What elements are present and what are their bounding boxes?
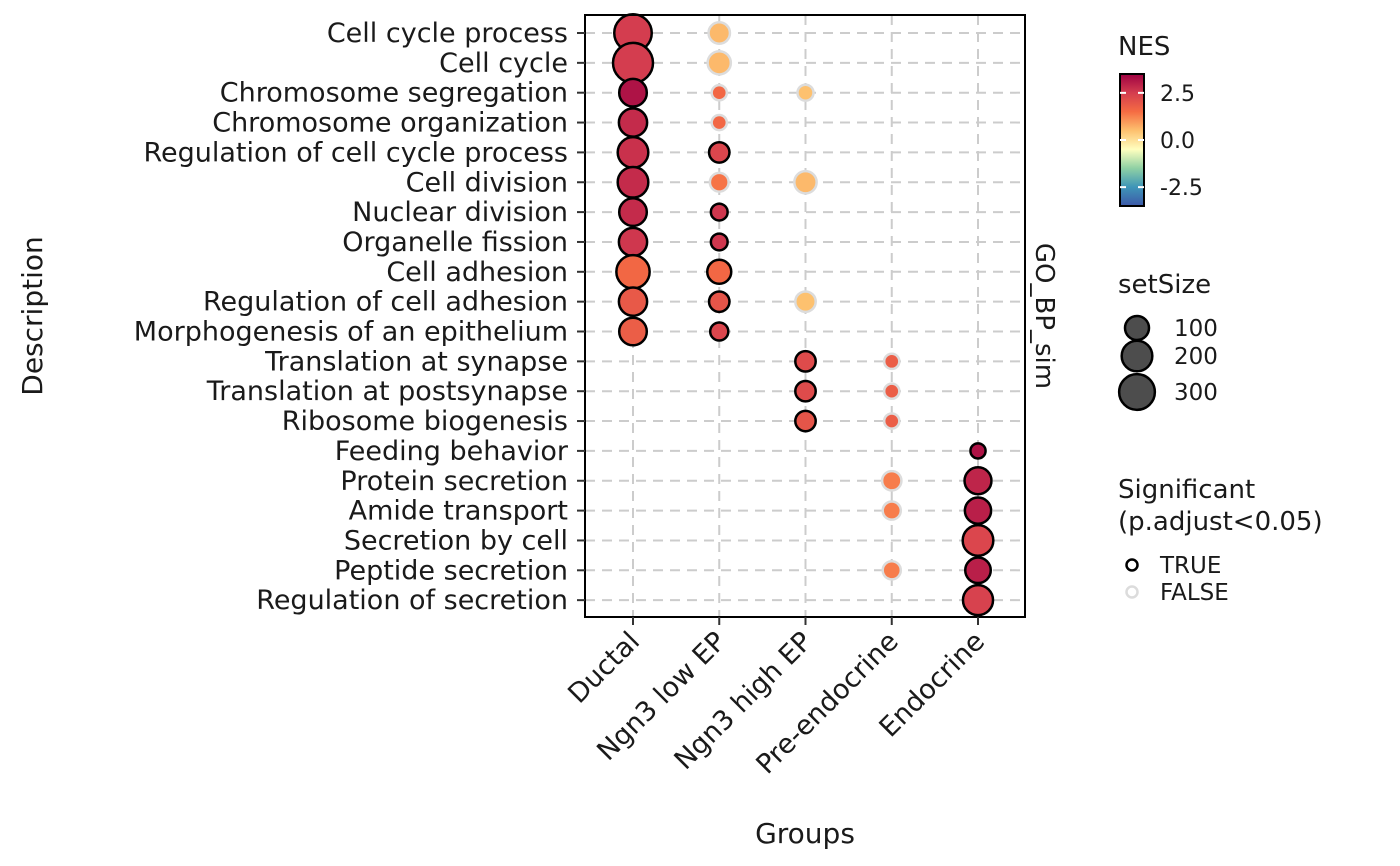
colorbar-tick-label: 2.5	[1160, 82, 1195, 107]
y-axis-title: Description	[16, 236, 49, 395]
y-tick-label: Amide transport	[349, 496, 568, 527]
y-tick-label: Cell cycle	[439, 48, 568, 79]
y-tick-label: Regulation of cell cycle process	[143, 137, 568, 168]
grid-lines	[585, 15, 1025, 617]
legend-significant-title-line2: (p.adjust<0.05)	[1118, 507, 1323, 537]
legend-significant-label: TRUE	[1159, 553, 1221, 579]
y-tick-label: Chromosome segregation	[220, 78, 568, 109]
data-point	[617, 77, 649, 108]
legend-nes-ticks: 2.5 0.0 -2.5	[1120, 82, 1203, 201]
data-point	[796, 83, 815, 102]
data-point	[882, 382, 901, 401]
data-point	[963, 496, 993, 525]
legend-size-circle	[1120, 339, 1154, 373]
data-point	[707, 21, 732, 45]
y-tick-label: Ribosome biogenesis	[282, 406, 568, 437]
data-point	[617, 226, 649, 258]
y-tick-label: Chromosome organization	[212, 108, 568, 139]
data-point	[969, 442, 987, 460]
y-tick-label: Regulation of secretion	[256, 585, 568, 616]
data-point	[963, 556, 993, 585]
data-point	[708, 171, 730, 193]
data-point	[708, 321, 730, 342]
data-point	[882, 412, 901, 430]
y-tick-label: Peptide secretion	[334, 555, 568, 586]
x-tick-label: Ductal	[562, 626, 646, 710]
y-tick-label: Morphogenesis of an epithelium	[134, 317, 568, 348]
y-tick-label: Cell cycle process	[327, 18, 568, 49]
data-points	[611, 13, 995, 617]
data-point	[707, 290, 731, 314]
data-point	[707, 140, 731, 164]
data-point	[710, 83, 729, 102]
legend-significant-label: FALSE	[1160, 580, 1229, 606]
y-tick-label: Translation at postsynapse	[206, 376, 568, 407]
legend-significant-circle	[1125, 558, 1139, 572]
y-tick-label: Regulation of cell adhesion	[203, 287, 568, 318]
legend-size-circle	[1123, 314, 1151, 342]
colorbar-tick-label: -2.5	[1160, 176, 1203, 201]
colorbar-tick-label: 0.0	[1160, 129, 1195, 154]
legend-size-label: 100	[1174, 316, 1218, 342]
data-point	[617, 107, 649, 138]
data-point	[881, 500, 903, 521]
data-point	[961, 523, 995, 558]
data-point	[709, 232, 729, 252]
data-point	[616, 165, 650, 199]
legend-setsize-title: setSize	[1118, 270, 1211, 300]
data-point	[709, 202, 729, 222]
data-point	[961, 583, 995, 617]
data-point	[615, 253, 651, 290]
legend-size-circle	[1117, 372, 1157, 412]
data-point	[710, 113, 729, 132]
y-tick-label: Organelle fission	[342, 227, 568, 258]
data-point	[882, 352, 901, 371]
data-point	[793, 169, 818, 195]
x-axis-title: Groups	[755, 817, 855, 850]
data-point	[617, 316, 649, 347]
data-point	[881, 559, 903, 581]
legend-size-label: 200	[1174, 344, 1218, 370]
data-point	[611, 41, 655, 85]
data-point	[963, 466, 993, 496]
y-tick-label: Protein secretion	[340, 466, 568, 497]
legend-nes-title: NES	[1118, 32, 1170, 62]
data-point	[616, 135, 650, 169]
legend-significant-circle	[1125, 585, 1139, 599]
legend-significant-title-line1: Significant	[1118, 475, 1255, 505]
y-tick-label: Translation at synapse	[264, 346, 568, 377]
data-point	[794, 379, 817, 403]
data-point	[794, 290, 817, 314]
data-point	[880, 469, 903, 492]
data-point	[794, 349, 817, 373]
y-tick-label: Nuclear division	[352, 197, 568, 228]
data-point	[706, 50, 733, 76]
y-tick-label: Cell division	[406, 167, 568, 198]
data-point	[706, 258, 733, 286]
y-tick-label: Secretion by cell	[344, 525, 568, 556]
y-tick-label: Feeding behavior	[335, 436, 569, 467]
legend-size-label: 300	[1174, 380, 1218, 406]
data-point	[794, 409, 817, 433]
y-tick-label: Cell adhesion	[386, 257, 568, 288]
facet-strip-label: GO_BP_sim	[1029, 243, 1059, 389]
data-point	[617, 286, 649, 318]
data-point	[617, 197, 649, 228]
